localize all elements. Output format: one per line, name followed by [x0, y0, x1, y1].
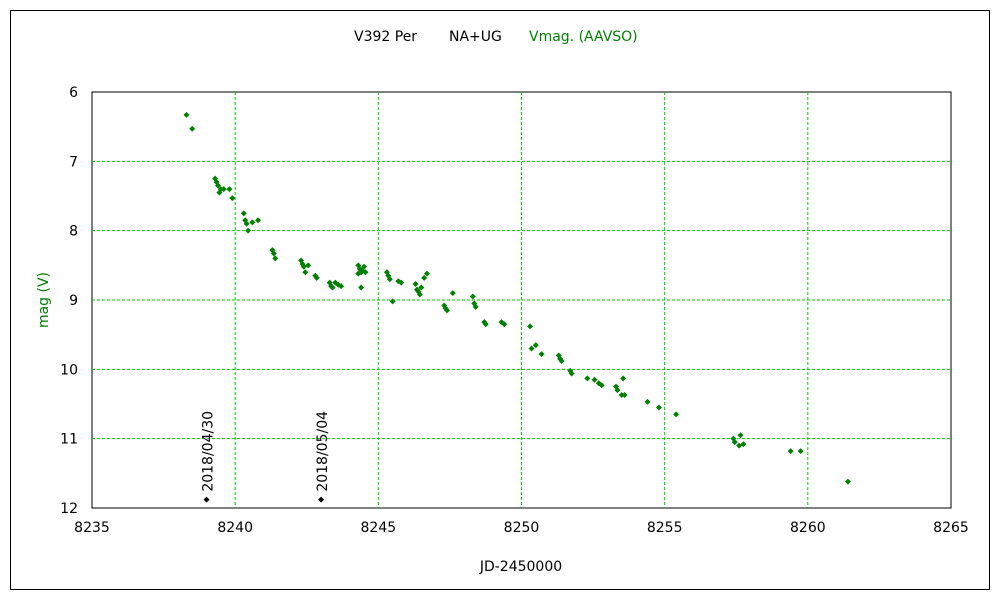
- data-point: [270, 250, 277, 257]
- date-annotation-label: 2018/04/30: [201, 411, 217, 492]
- data-point: [183, 111, 190, 118]
- data-point: [424, 270, 431, 277]
- title-series-name: Vmag. (AAVSO): [529, 29, 638, 45]
- y-tick-label: 9: [69, 293, 78, 309]
- data-point: [329, 284, 336, 291]
- y-tick-label: 11: [60, 432, 78, 448]
- data-point: [644, 398, 651, 405]
- light-curve-chart: V392 Per NA+UG Vmag. (AAVSO) 8235 8240 824…: [36, 29, 969, 575]
- data-point: [740, 441, 747, 448]
- data-point: [482, 321, 489, 328]
- data-point: [255, 217, 262, 224]
- data-point: [528, 345, 535, 352]
- data-point: [527, 323, 534, 330]
- data-point: [472, 303, 479, 310]
- data-point: [229, 195, 236, 202]
- data-point: [412, 281, 419, 288]
- x-tick-label: 8260: [790, 520, 826, 536]
- data-point: [313, 274, 320, 281]
- x-tick-label: 8245: [361, 520, 397, 536]
- x-axis-label: JD-2450000: [479, 559, 562, 575]
- data-point: [243, 220, 250, 227]
- data-point: [245, 227, 252, 234]
- chart-title: V392 Per NA+UG Vmag. (AAVSO): [354, 29, 638, 45]
- y-axis-label: mag (V): [36, 272, 52, 328]
- data-point: [449, 290, 456, 297]
- data-point: [305, 262, 312, 269]
- data-point: [216, 189, 223, 196]
- data-point: [302, 269, 309, 276]
- x-tick-label: 8255: [647, 520, 683, 536]
- data-point: [621, 391, 628, 398]
- data-point: [226, 186, 233, 193]
- data-point: [355, 270, 362, 277]
- title-star-type: NA+UG: [449, 29, 502, 45]
- date-annotation-label: 2018/05/04: [315, 411, 331, 492]
- data-point: [568, 370, 575, 377]
- data-point: [362, 269, 369, 276]
- data-point: [538, 351, 545, 358]
- data-point: [444, 307, 451, 314]
- data-point: [361, 263, 368, 270]
- y-tick-label: 12: [60, 501, 78, 517]
- data-point: [358, 284, 365, 291]
- data-point: [469, 293, 476, 300]
- data-point: [386, 276, 393, 283]
- date-marker: [203, 496, 210, 503]
- data-point: [844, 478, 851, 485]
- x-tick-label: 8235: [74, 520, 110, 536]
- date-marker: [318, 496, 325, 503]
- data-point: [620, 375, 627, 382]
- y-tick-label: 7: [69, 154, 78, 170]
- date-annotations: 2018/04/30 2018/05/04: [201, 411, 331, 503]
- x-tick-label: 8250: [504, 520, 540, 536]
- data-point: [501, 321, 508, 328]
- data-point: [673, 411, 680, 418]
- data-point: [272, 255, 279, 262]
- data-point: [398, 279, 405, 286]
- grid-lines: [92, 92, 951, 508]
- data-point: [584, 375, 591, 382]
- data-point: [598, 382, 605, 389]
- data-point: [787, 448, 794, 455]
- data-point: [421, 274, 428, 281]
- data-point: [338, 283, 345, 290]
- data-point: [655, 404, 662, 411]
- data-point: [558, 358, 565, 365]
- data-point: [737, 432, 744, 439]
- data-point: [240, 210, 247, 217]
- data-point: [355, 262, 362, 269]
- y-axis-ticks: 6 7 8 9 10 11 12: [60, 85, 78, 517]
- y-tick-label: 8: [69, 224, 78, 240]
- data-point: [249, 219, 256, 226]
- data-point: [220, 186, 227, 193]
- data-point: [532, 342, 539, 349]
- data-point: [591, 376, 598, 383]
- data-point: [389, 298, 396, 305]
- title-star-name: V392 Per: [354, 29, 417, 45]
- data-point: [189, 125, 196, 132]
- x-axis-ticks: 8235 8240 8245 8250 8255 8260 8265: [74, 520, 969, 536]
- y-tick-label: 10: [60, 362, 78, 378]
- chart-frame: V392 Per NA+UG Vmag. (AAVSO) 8235 8240 824…: [10, 10, 990, 590]
- data-point: [614, 387, 621, 394]
- y-tick-label: 6: [69, 85, 78, 101]
- data-point: [416, 291, 423, 298]
- x-tick-label: 8240: [217, 520, 253, 536]
- data-point: [731, 439, 738, 446]
- x-tick-label: 8265: [933, 520, 969, 536]
- data-point: [214, 182, 221, 189]
- data-points: [183, 111, 851, 485]
- data-point: [797, 448, 804, 455]
- data-point: [418, 284, 425, 291]
